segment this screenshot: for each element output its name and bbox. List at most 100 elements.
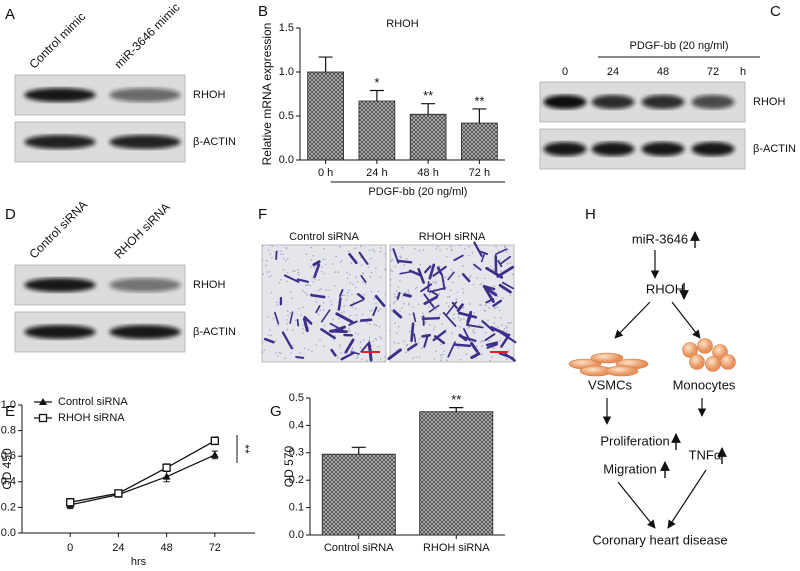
- pore: [339, 346, 342, 348]
- pore: [414, 247, 416, 250]
- pore: [322, 248, 325, 250]
- pore: [432, 281, 435, 283]
- pore: [407, 291, 410, 294]
- pore: [280, 352, 282, 355]
- pore: [302, 289, 304, 292]
- pore: [384, 355, 386, 358]
- pore: [490, 265, 492, 268]
- blot-band: [24, 135, 96, 149]
- pore: [399, 310, 401, 312]
- pore: [404, 291, 407, 293]
- cell: [413, 333, 417, 343]
- marker: [66, 498, 75, 507]
- pore: [325, 263, 327, 266]
- cell: [470, 341, 479, 353]
- pore: [322, 258, 325, 261]
- y-tick-label: 0.4: [289, 419, 304, 431]
- cell: [485, 341, 499, 347]
- pore: [270, 244, 273, 246]
- pore: [440, 359, 442, 362]
- cell: [466, 324, 484, 329]
- pore: [322, 309, 325, 312]
- pore: [461, 288, 464, 290]
- pore: [289, 312, 291, 314]
- pore: [280, 250, 282, 253]
- cell: [407, 343, 418, 351]
- pore: [499, 340, 501, 342]
- pore: [271, 245, 274, 247]
- cell: [482, 284, 498, 297]
- error-bar: [351, 446, 366, 455]
- pore: [286, 323, 288, 325]
- arrow: [617, 481, 656, 529]
- pore: [457, 316, 460, 319]
- pore: [284, 357, 287, 360]
- cell: [428, 287, 446, 293]
- pore: [370, 344, 373, 347]
- pore: [262, 273, 265, 275]
- pore: [384, 268, 386, 270]
- cell: [296, 318, 300, 327]
- pore: [391, 270, 394, 273]
- cell: [296, 278, 309, 283]
- pore: [476, 345, 478, 347]
- pore: [287, 314, 289, 317]
- legend-marker: [39, 398, 47, 405]
- pore: [496, 306, 499, 308]
- cell: [348, 320, 358, 326]
- pore: [338, 317, 340, 320]
- cell: [372, 306, 378, 317]
- pore: [472, 328, 475, 331]
- cell: [480, 252, 486, 263]
- pore: [332, 339, 335, 341]
- y-tick-label: 0.5: [289, 392, 304, 404]
- pore: [369, 323, 371, 326]
- pore: [404, 351, 407, 354]
- cell: [374, 294, 386, 308]
- pore: [418, 356, 421, 359]
- pore: [320, 288, 322, 290]
- y-tick-label: 0.2: [1, 501, 16, 513]
- cell: [500, 333, 511, 348]
- pore: [512, 273, 514, 276]
- pore: [291, 297, 293, 300]
- pore: [286, 319, 288, 321]
- pore: [408, 302, 411, 305]
- pore: [328, 289, 331, 292]
- cell: [303, 315, 313, 325]
- panel-letter: B: [258, 3, 268, 20]
- cell: [484, 333, 496, 342]
- pore: [483, 309, 486, 312]
- pore: [393, 302, 395, 304]
- pore: [278, 282, 281, 284]
- pore: [435, 350, 437, 352]
- significance: *: [374, 75, 379, 90]
- pore: [368, 336, 371, 339]
- cell: [412, 312, 417, 323]
- arrow: [671, 301, 701, 339]
- pore: [501, 297, 504, 299]
- pore: [439, 354, 442, 356]
- pore: [445, 248, 448, 250]
- band-label: RHOH: [193, 89, 225, 101]
- band-label: RHOH: [193, 279, 225, 291]
- pore: [510, 321, 512, 324]
- diagram-node: Migration: [603, 461, 656, 476]
- pore: [325, 289, 327, 291]
- pore: [488, 307, 490, 309]
- cell: [489, 326, 508, 336]
- pore: [421, 347, 423, 349]
- pore: [375, 302, 377, 305]
- pore: [351, 306, 354, 309]
- pore: [455, 298, 458, 301]
- cell: [335, 312, 354, 324]
- pore: [418, 249, 421, 252]
- pore: [384, 293, 387, 296]
- x-axis-label: hrs: [131, 556, 147, 568]
- pore: [309, 284, 312, 287]
- pore: [282, 269, 285, 271]
- pore: [311, 350, 313, 353]
- pore: [346, 291, 349, 294]
- pore: [457, 347, 460, 349]
- chart-title: RHOH: [386, 18, 418, 30]
